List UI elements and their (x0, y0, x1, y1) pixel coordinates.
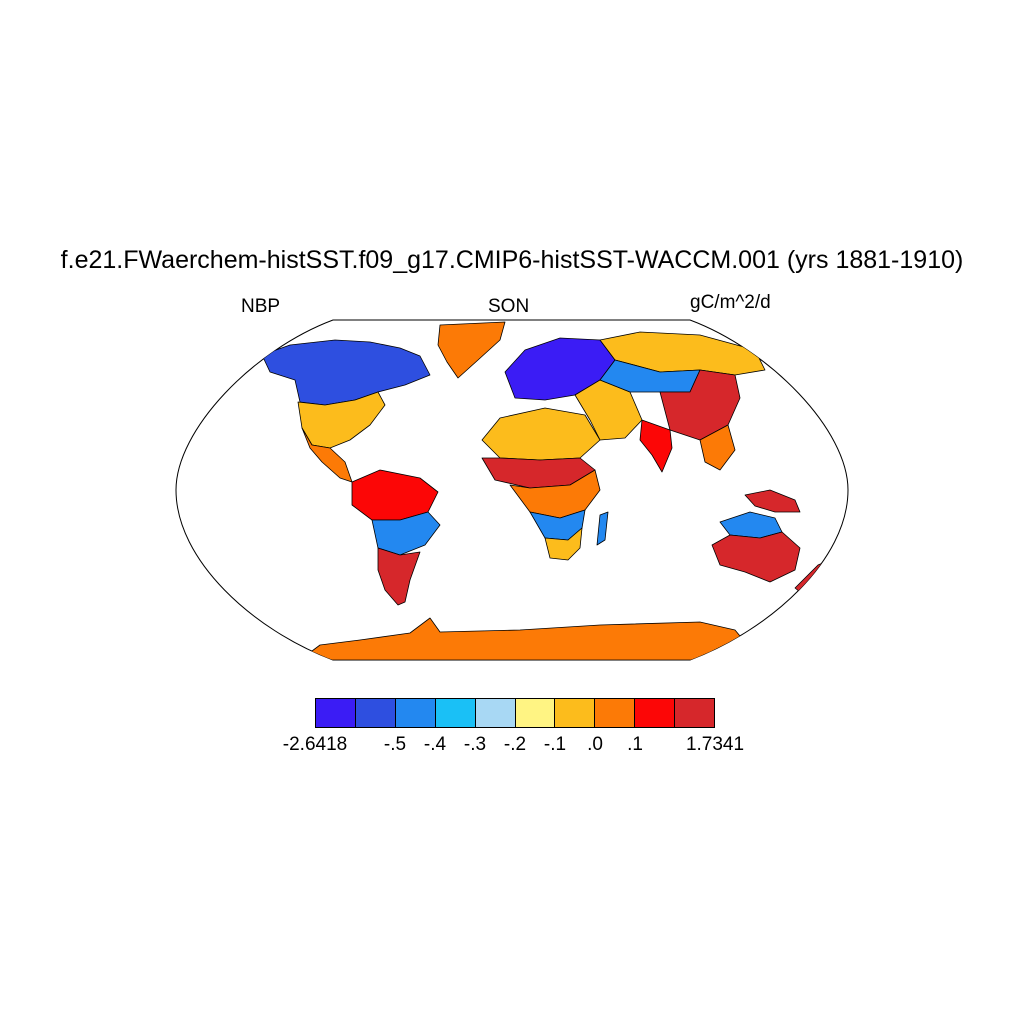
colorbar-box-9 (675, 699, 715, 727)
colorbar-box-2 (395, 699, 436, 727)
colorbar-label: 1.7341 (685, 734, 745, 755)
colorbar-label: -.4 (423, 734, 447, 755)
season-label: SON (488, 296, 530, 317)
colorbar-label: .0 (587, 734, 603, 755)
region-greenland (437, 321, 506, 379)
colorbar (315, 698, 715, 728)
region-canada (261, 339, 431, 406)
region-antarctica (299, 617, 761, 660)
region-southeast-asia (699, 424, 736, 471)
region-australia (711, 531, 801, 583)
region-madagascar (596, 511, 609, 546)
colorbar-box-8 (635, 699, 676, 727)
region-argentina (377, 547, 421, 606)
colorbar-labels: -2.6418 -.5 -.4 -.3 -.2 -.1 .0 .1 1.7341 (0, 734, 1024, 764)
colorbar-box-1 (355, 699, 396, 727)
colorbar-box-3 (435, 699, 476, 727)
colorbar-box-0 (316, 699, 356, 727)
colorbar-label: -.3 (463, 734, 487, 755)
colorbar-label: -2.6418 (282, 734, 348, 755)
colorbar-label: .1 (627, 734, 643, 755)
region-china (659, 369, 741, 441)
map-title: f.e21.FWaerchem-histSST.f09_g17.CMIP6-hi… (60, 246, 964, 274)
colorbar-box-6 (555, 699, 596, 727)
colorbar-label: -.1 (543, 734, 567, 755)
colorbar-box-4 (475, 699, 516, 727)
region-indonesia (744, 489, 801, 513)
region-india (639, 419, 673, 473)
colorbar-box-5 (515, 699, 556, 727)
colorbar-box-7 (595, 699, 636, 727)
colorbar-label: -.2 (503, 734, 527, 755)
colorbar-label: -.5 (383, 734, 407, 755)
variable-label: NBP (241, 296, 281, 317)
units-label: gC/m^2/d (690, 292, 771, 313)
region-south-africa (544, 527, 583, 561)
